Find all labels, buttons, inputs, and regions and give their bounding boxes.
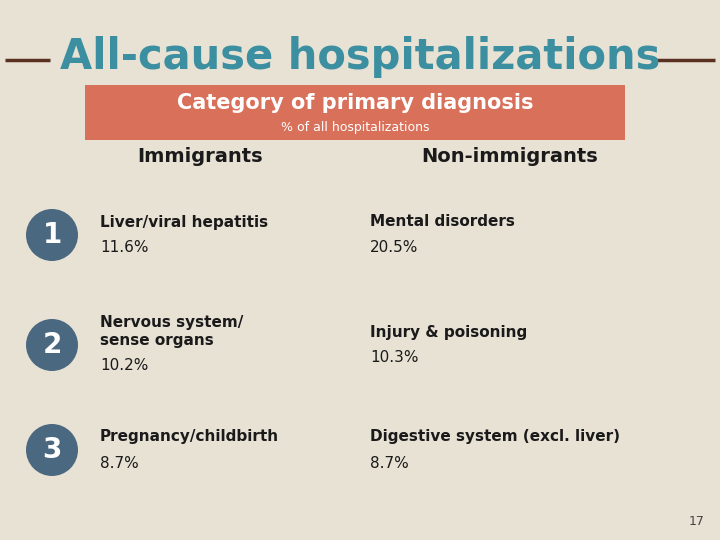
Text: 17: 17 xyxy=(689,515,705,528)
Text: Digestive system (excl. liver): Digestive system (excl. liver) xyxy=(370,429,620,444)
FancyBboxPatch shape xyxy=(85,85,625,140)
Text: Non-immigrants: Non-immigrants xyxy=(422,147,598,166)
Text: Liver/viral hepatitis: Liver/viral hepatitis xyxy=(100,214,268,230)
Text: All-cause hospitalizations: All-cause hospitalizations xyxy=(60,36,660,78)
Text: sense organs: sense organs xyxy=(100,334,214,348)
Text: 20.5%: 20.5% xyxy=(370,240,418,255)
Text: % of all hospitalizations: % of all hospitalizations xyxy=(281,120,429,133)
Text: Pregnancy/childbirth: Pregnancy/childbirth xyxy=(100,429,279,444)
Text: Immigrants: Immigrants xyxy=(138,147,263,166)
Text: Injury & poisoning: Injury & poisoning xyxy=(370,325,527,340)
Text: 1: 1 xyxy=(42,221,62,249)
Text: 2: 2 xyxy=(42,331,62,359)
Text: 3: 3 xyxy=(42,436,62,464)
Circle shape xyxy=(26,209,78,261)
Text: 11.6%: 11.6% xyxy=(100,240,148,255)
Text: 10.3%: 10.3% xyxy=(370,350,418,366)
Circle shape xyxy=(26,319,78,371)
Circle shape xyxy=(26,424,78,476)
Text: 10.2%: 10.2% xyxy=(100,357,148,373)
Text: 8.7%: 8.7% xyxy=(100,456,139,470)
Text: 8.7%: 8.7% xyxy=(370,456,409,470)
Text: Category of primary diagnosis: Category of primary diagnosis xyxy=(176,93,534,113)
Text: Nervous system/: Nervous system/ xyxy=(100,315,243,330)
Text: Mental disorders: Mental disorders xyxy=(370,214,515,230)
